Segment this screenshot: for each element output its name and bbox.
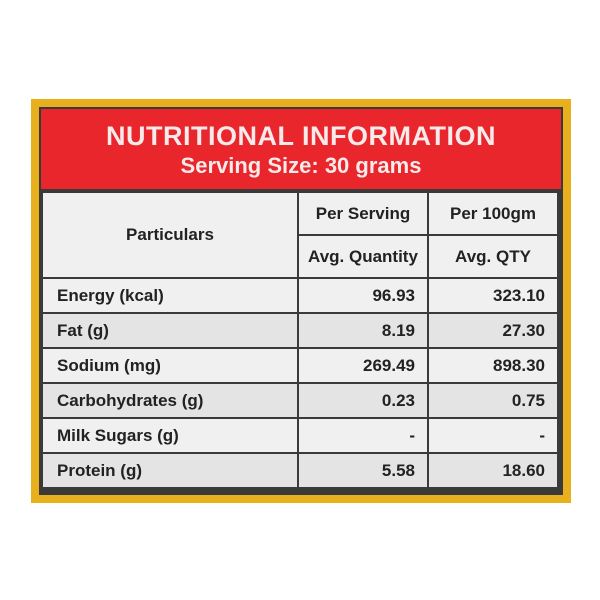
particulars-header: Particulars [43, 193, 297, 277]
per-100gm-value: 0.75 [429, 384, 557, 417]
per-100gm-value: 323.10 [429, 279, 557, 312]
per-serving-value: 269.49 [299, 349, 427, 382]
label-frame: NUTRITIONAL INFORMATION Serving Size: 30… [39, 107, 563, 495]
row-label: Energy (kcal) [43, 279, 297, 312]
per-serving-value: 96.93 [299, 279, 427, 312]
per-100gm-header: Per 100gm [429, 193, 557, 234]
per-serving-value: 5.58 [299, 454, 427, 487]
nutrition-table: Particulars Per Serving Per 100gm Avg. Q… [41, 191, 559, 489]
nutrition-label: NUTRITIONAL INFORMATION Serving Size: 30… [31, 99, 571, 503]
per-100gm-value: 18.60 [429, 454, 557, 487]
per-serving-value: 0.23 [299, 384, 427, 417]
label-header: NUTRITIONAL INFORMATION Serving Size: 30… [41, 109, 561, 189]
row-label: Fat (g) [43, 314, 297, 347]
table-row: Carbohydrates (g) 0.23 0.75 [43, 384, 557, 417]
avg-qty-header: Avg. QTY [429, 236, 557, 277]
table-row: Protein (g) 5.58 18.60 [43, 454, 557, 487]
row-label: Protein (g) [43, 454, 297, 487]
per-100gm-value: 27.30 [429, 314, 557, 347]
row-label: Sodium (mg) [43, 349, 297, 382]
per-100gm-value: - [429, 419, 557, 452]
table-row: Sodium (mg) 269.49 898.30 [43, 349, 557, 382]
avg-quantity-header: Avg. Quantity [299, 236, 427, 277]
per-serving-header: Per Serving [299, 193, 427, 234]
row-label: Milk Sugars (g) [43, 419, 297, 452]
label-title: NUTRITIONAL INFORMATION [106, 121, 496, 151]
table-row: Energy (kcal) 96.93 323.10 [43, 279, 557, 312]
per-serving-value: 8.19 [299, 314, 427, 347]
per-serving-value: - [299, 419, 427, 452]
per-100gm-value: 898.30 [429, 349, 557, 382]
row-label: Carbohydrates (g) [43, 384, 297, 417]
table-row: Fat (g) 8.19 27.30 [43, 314, 557, 347]
serving-size: Serving Size: 30 grams [180, 153, 422, 178]
table-row: Milk Sugars (g) - - [43, 419, 557, 452]
